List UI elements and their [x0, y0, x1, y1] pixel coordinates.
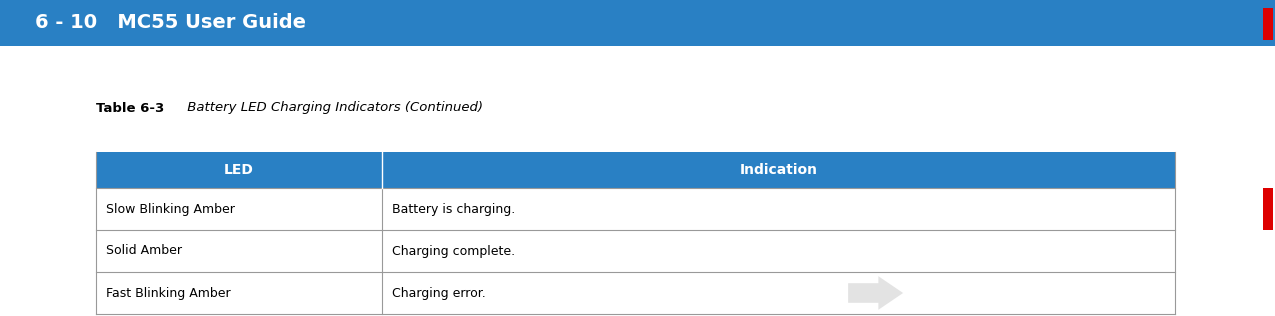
Bar — [96, 152, 1176, 188]
Text: Indication: Indication — [740, 163, 817, 177]
Bar — [1264, 8, 1272, 40]
Text: Fast Blinking Amber: Fast Blinking Amber — [106, 287, 231, 300]
Bar — [1264, 188, 1272, 230]
Text: 6 - 10   MC55 User Guide: 6 - 10 MC55 User Guide — [34, 14, 306, 33]
Text: Charging complete.: Charging complete. — [391, 245, 515, 258]
Text: Table 6-3: Table 6-3 — [96, 101, 164, 114]
Text: Solid Amber: Solid Amber — [106, 245, 182, 258]
Polygon shape — [848, 276, 903, 310]
Text: Slow Blinking Amber: Slow Blinking Amber — [106, 203, 235, 216]
Text: Battery is charging.: Battery is charging. — [391, 203, 515, 216]
Bar — [0, 0, 1275, 46]
Text: Battery LED Charging Indicators (Continued): Battery LED Charging Indicators (Continu… — [166, 101, 483, 114]
Text: Charging error.: Charging error. — [391, 287, 486, 300]
Text: LED: LED — [224, 163, 254, 177]
